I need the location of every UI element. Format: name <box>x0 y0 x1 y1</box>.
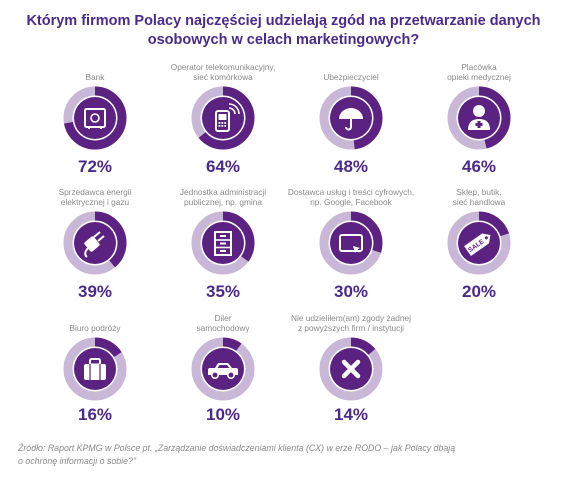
percent-value: 16% <box>77 405 113 424</box>
donut-ring <box>319 86 383 150</box>
percent-value: 64% <box>205 157 241 176</box>
donut-value-arc <box>191 211 255 275</box>
cross-icon <box>341 359 361 379</box>
donut-center <box>74 97 116 139</box>
category-label-line: Jednostka administracji <box>179 187 267 197</box>
car-icon <box>208 363 238 379</box>
donut-value-arc <box>191 337 255 401</box>
source-note: Źródło: Raport KPMG w Polsce pt. „Zarząd… <box>18 442 558 468</box>
percent-value: 39% <box>77 282 113 301</box>
category-label-line: Bank <box>85 72 105 82</box>
donut-center <box>458 97 500 139</box>
category-label-line: publicznej, np. gmina <box>184 197 262 207</box>
category-label-line: Sprzedawca energii <box>58 187 132 197</box>
donut-ring: SALE <box>447 211 511 275</box>
donut-value-arc <box>191 86 255 150</box>
category-label-line: Nie udzieliłem(am) zgody żadnej <box>291 313 411 323</box>
category-label-line: Ubezpieczyciel <box>323 72 379 82</box>
category-label-line: Biuro podróży <box>69 323 121 333</box>
title-line-2: osobowych w celach marketingowych? <box>147 32 420 48</box>
category-label-line: np. Google, Facebook <box>310 197 392 207</box>
donut-value-arc <box>447 211 511 275</box>
category-label: Sprzedawca energii elektrycznej i gazu <box>30 187 160 207</box>
category-label: Dostawca usług i treści cyfrowych, np. Go… <box>286 187 416 207</box>
donut-value-arc <box>63 86 127 150</box>
tablet-icon <box>339 234 363 253</box>
donut-ring <box>191 86 255 150</box>
category-label-line: samochodowy <box>196 323 250 333</box>
mobile-phone-icon <box>215 103 240 132</box>
source-line-2: o ochronę informacji o sobie?" <box>18 456 137 466</box>
category-label: Sklep, butik, sieć handlowa <box>414 187 544 207</box>
category-label-line: elektrycznej i gazu <box>60 197 130 207</box>
category-label-line: sieć handlowa <box>452 197 506 207</box>
chart-title: Którym firmom Polacy najczęściej udziela… <box>0 12 567 50</box>
category-label-line: Dostawca usług i treści cyfrowych, <box>287 187 415 197</box>
category-label-line: sieć komórkowa <box>193 72 253 82</box>
percent-value: 46% <box>461 157 497 176</box>
umbrella-icon <box>339 108 363 131</box>
donut-value-arc <box>447 86 511 150</box>
category-label: Jednostka administracji publicznej, np. g… <box>158 187 288 207</box>
percent-value: 30% <box>333 282 369 301</box>
donut-ring <box>319 211 383 275</box>
category-label-line: z powyższych firm / instytucji <box>297 323 405 333</box>
category-label: Placówka opieki medycznej <box>414 62 544 82</box>
donut-ring <box>191 211 255 275</box>
donut-ring <box>63 211 127 275</box>
category-label: Diler samochodowy <box>158 313 288 333</box>
plug-icon <box>84 231 105 258</box>
donut-value-arc <box>63 337 127 401</box>
donut-ring <box>319 337 383 401</box>
safe-icon <box>84 108 106 129</box>
category-label-line: Operator telekomunikacyjny, <box>170 62 276 72</box>
category-label: Nie udzieliłem(am) zgody żadnej z powyższ… <box>286 313 416 333</box>
category-label-line: Placówka <box>461 62 497 72</box>
donut-ring <box>447 86 511 150</box>
percent-value: 10% <box>205 405 241 424</box>
donut-value-arc <box>319 211 383 275</box>
category-label: Ubezpieczyciel <box>286 72 416 82</box>
percent-value: 72% <box>77 157 113 176</box>
source-line-1: Źródło: Raport KPMG w Polsce pt. „Zarząd… <box>18 443 456 453</box>
donut-value-arc <box>63 211 127 275</box>
percent-value: 48% <box>333 157 369 176</box>
filing-cabinet-icon <box>214 231 232 256</box>
suitcase-icon <box>84 358 106 380</box>
donut-ring <box>63 86 127 150</box>
category-label-line: Sklep, butik, <box>456 187 502 197</box>
percent-value: 20% <box>461 282 497 301</box>
percent-value: 14% <box>333 405 369 424</box>
donut-ring <box>191 337 255 401</box>
donut-ring <box>63 337 127 401</box>
donut-value-arc <box>319 86 383 150</box>
category-label: Bank <box>30 72 160 82</box>
percent-value: 35% <box>205 282 241 301</box>
title-line-1: Którym firmom Polacy najczęściej udziela… <box>26 13 541 29</box>
category-label: Biuro podróży <box>30 323 160 333</box>
donut-center <box>330 222 372 264</box>
donut-value-arc <box>319 337 383 401</box>
doctor-icon <box>468 105 490 130</box>
category-label-line: opieki medycznej <box>447 72 511 82</box>
category-label: Operator telekomunikacyjny, sieć komórkow… <box>158 62 288 82</box>
category-label-line: Diler <box>214 313 232 323</box>
